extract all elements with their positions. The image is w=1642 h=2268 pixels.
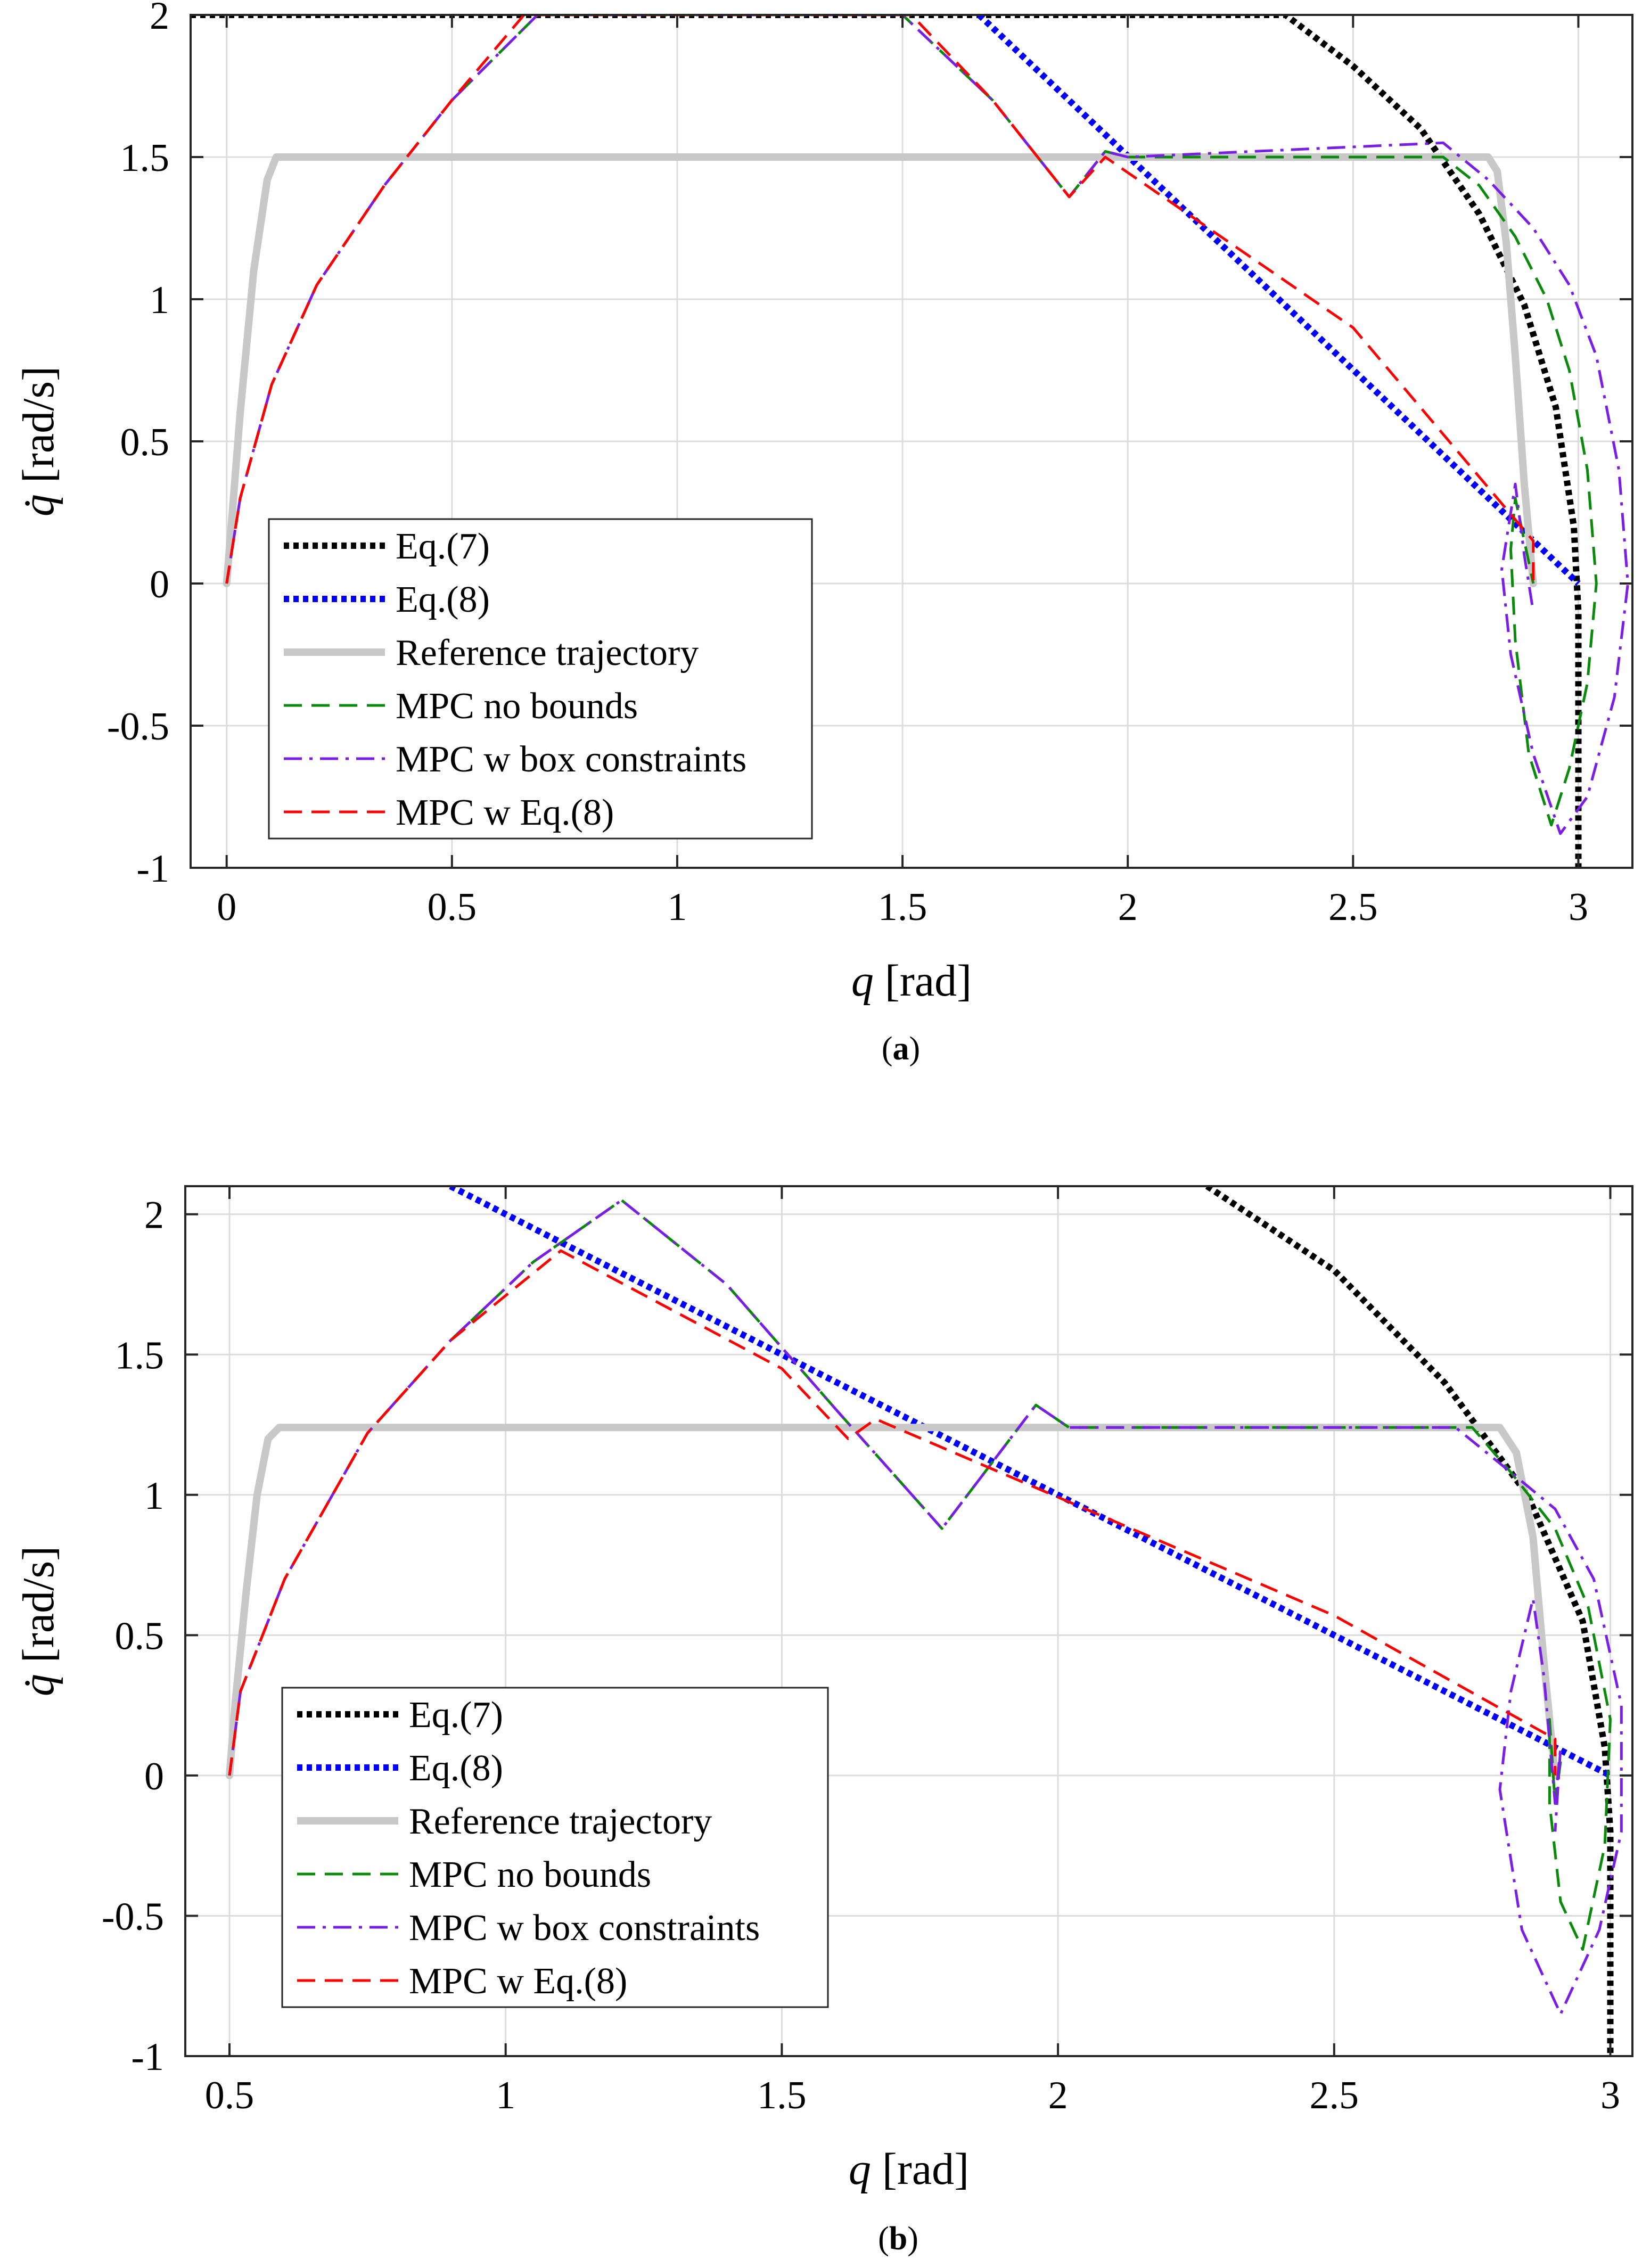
y-tick-label: 0: [144, 1755, 164, 1798]
axes-box: [184, 1185, 1633, 2057]
x-tick-label: 0: [217, 885, 236, 929]
caption: (b): [878, 2221, 918, 2257]
legend-label: MPC no bounds: [409, 1854, 651, 1895]
x-tick-label: 1: [496, 2074, 515, 2117]
series-line-mpc8: [228, 1249, 1557, 1776]
legend: Eq.(7) Eq.(8) Reference trajectory MPC no b…: [268, 518, 813, 840]
legend-box: [268, 518, 813, 840]
chart-a: 0 0.5 1 1.5 2 2.5 3 -1 -0.5 0 0.5 1 1.5 2 q [rad] q̇ [r…: [14, 0, 1633, 1067]
series-line-eq8: [976, 15, 1581, 586]
legend-label: Reference trajectory: [409, 1801, 712, 1842]
x-tick-label: 2: [1048, 2074, 1068, 2117]
y-axis-label: q̇ [rad/s]: [14, 366, 63, 516]
series-line-mpc8: [225, 15, 1535, 584]
chart-b: 0.5 1 1.5 2 2.5 3 -1 -0.5 0 0.5 1 1.5 2 q [rad] q̇ [ra…: [14, 1185, 1633, 2257]
y-tick-label: -1: [136, 847, 169, 891]
legend-label: Eq.(7): [409, 1695, 503, 1736]
y-axis-label-var: q̇: [14, 1663, 63, 1696]
legend-label: MPC w Eq.(8): [396, 792, 614, 833]
legend-label: MPC w box constraints: [409, 1908, 760, 1949]
x-tick-label: 1.5: [757, 2074, 807, 2117]
legend: Eq.(7) Eq.(8) Reference trajectory MPC no b…: [281, 1687, 829, 2008]
legend-label: Eq.(8): [409, 1748, 503, 1789]
legend-label: MPC w box constraints: [396, 739, 746, 780]
legend-label: MPC no bounds: [396, 686, 638, 727]
series-line-ref: [226, 1424, 1559, 1779]
legend-label: Eq.(7): [396, 526, 490, 567]
y-tick-label: -0.5: [107, 705, 169, 749]
x-axis-label-unit: [rad]: [885, 956, 972, 1006]
x-axis-label: q [rad]: [851, 956, 972, 1006]
y-tick-label: 1.5: [115, 1334, 165, 1377]
y-tick-label: 0: [150, 563, 169, 606]
y-tick-label: 1: [150, 278, 169, 322]
x-tick-label: 2: [1118, 885, 1138, 929]
x-tick-label: 2.5: [1328, 885, 1378, 929]
y-tick-label: 0.5: [115, 1614, 165, 1658]
caption-open: (: [878, 2221, 889, 2257]
x-axis-label-unit: [rad]: [882, 2144, 969, 2194]
caption-open: (: [882, 1031, 893, 1067]
y-tick-label: 2: [150, 0, 169, 38]
x-tick-label: 1: [667, 885, 687, 929]
caption: (a): [882, 1031, 920, 1067]
x-tick-label: 0.5: [428, 885, 477, 929]
y-tick-label: 0.5: [120, 421, 170, 464]
y-axis-label-var: q̇: [14, 483, 63, 516]
y-tick-label: 1.5: [120, 136, 170, 180]
series-group: [191, 15, 1629, 868]
y-axis-label: q̇ [rad/s]: [14, 1546, 63, 1696]
series-line-ref: [223, 153, 1537, 587]
caption-close: ): [909, 1031, 921, 1067]
y-tick-label: -0.5: [102, 1895, 164, 1938]
y-axis-label-unit: [rad/s]: [14, 1546, 63, 1663]
y-tick-label: 2: [144, 1194, 164, 1237]
caption-letter: a: [893, 1031, 909, 1067]
legend-box: [281, 1687, 829, 2008]
y-tick-label: -1: [131, 2035, 164, 2079]
series-line-box: [228, 1198, 1623, 2016]
x-axis-label-var: q: [851, 956, 885, 1006]
x-axis-label: q [rad]: [849, 2144, 969, 2194]
x-tick-label: 0.5: [205, 2074, 254, 2117]
series-line-eq8: [449, 1186, 1612, 1779]
x-tick-label: 2.5: [1310, 2074, 1359, 2117]
series-line-eq7: [191, 15, 1582, 868]
caption-close: ): [907, 2221, 918, 2257]
x-tick-label: 3: [1600, 2074, 1620, 2117]
x-axis-label-var: q: [849, 2144, 882, 2194]
legend-label: Eq.(8): [396, 579, 490, 620]
caption-letter: b: [889, 2221, 907, 2257]
y-axis-label-unit: [rad/s]: [14, 366, 63, 483]
x-tick-label: 1.5: [878, 885, 927, 929]
legend-label: MPC w Eq.(8): [409, 1961, 627, 2002]
legend-label: Reference trajectory: [396, 632, 699, 673]
series-group: [226, 1186, 1623, 2056]
y-tick-label: 1: [144, 1474, 164, 1518]
x-tick-label: 3: [1569, 885, 1588, 929]
series-line-eq7: [1205, 1186, 1614, 2056]
